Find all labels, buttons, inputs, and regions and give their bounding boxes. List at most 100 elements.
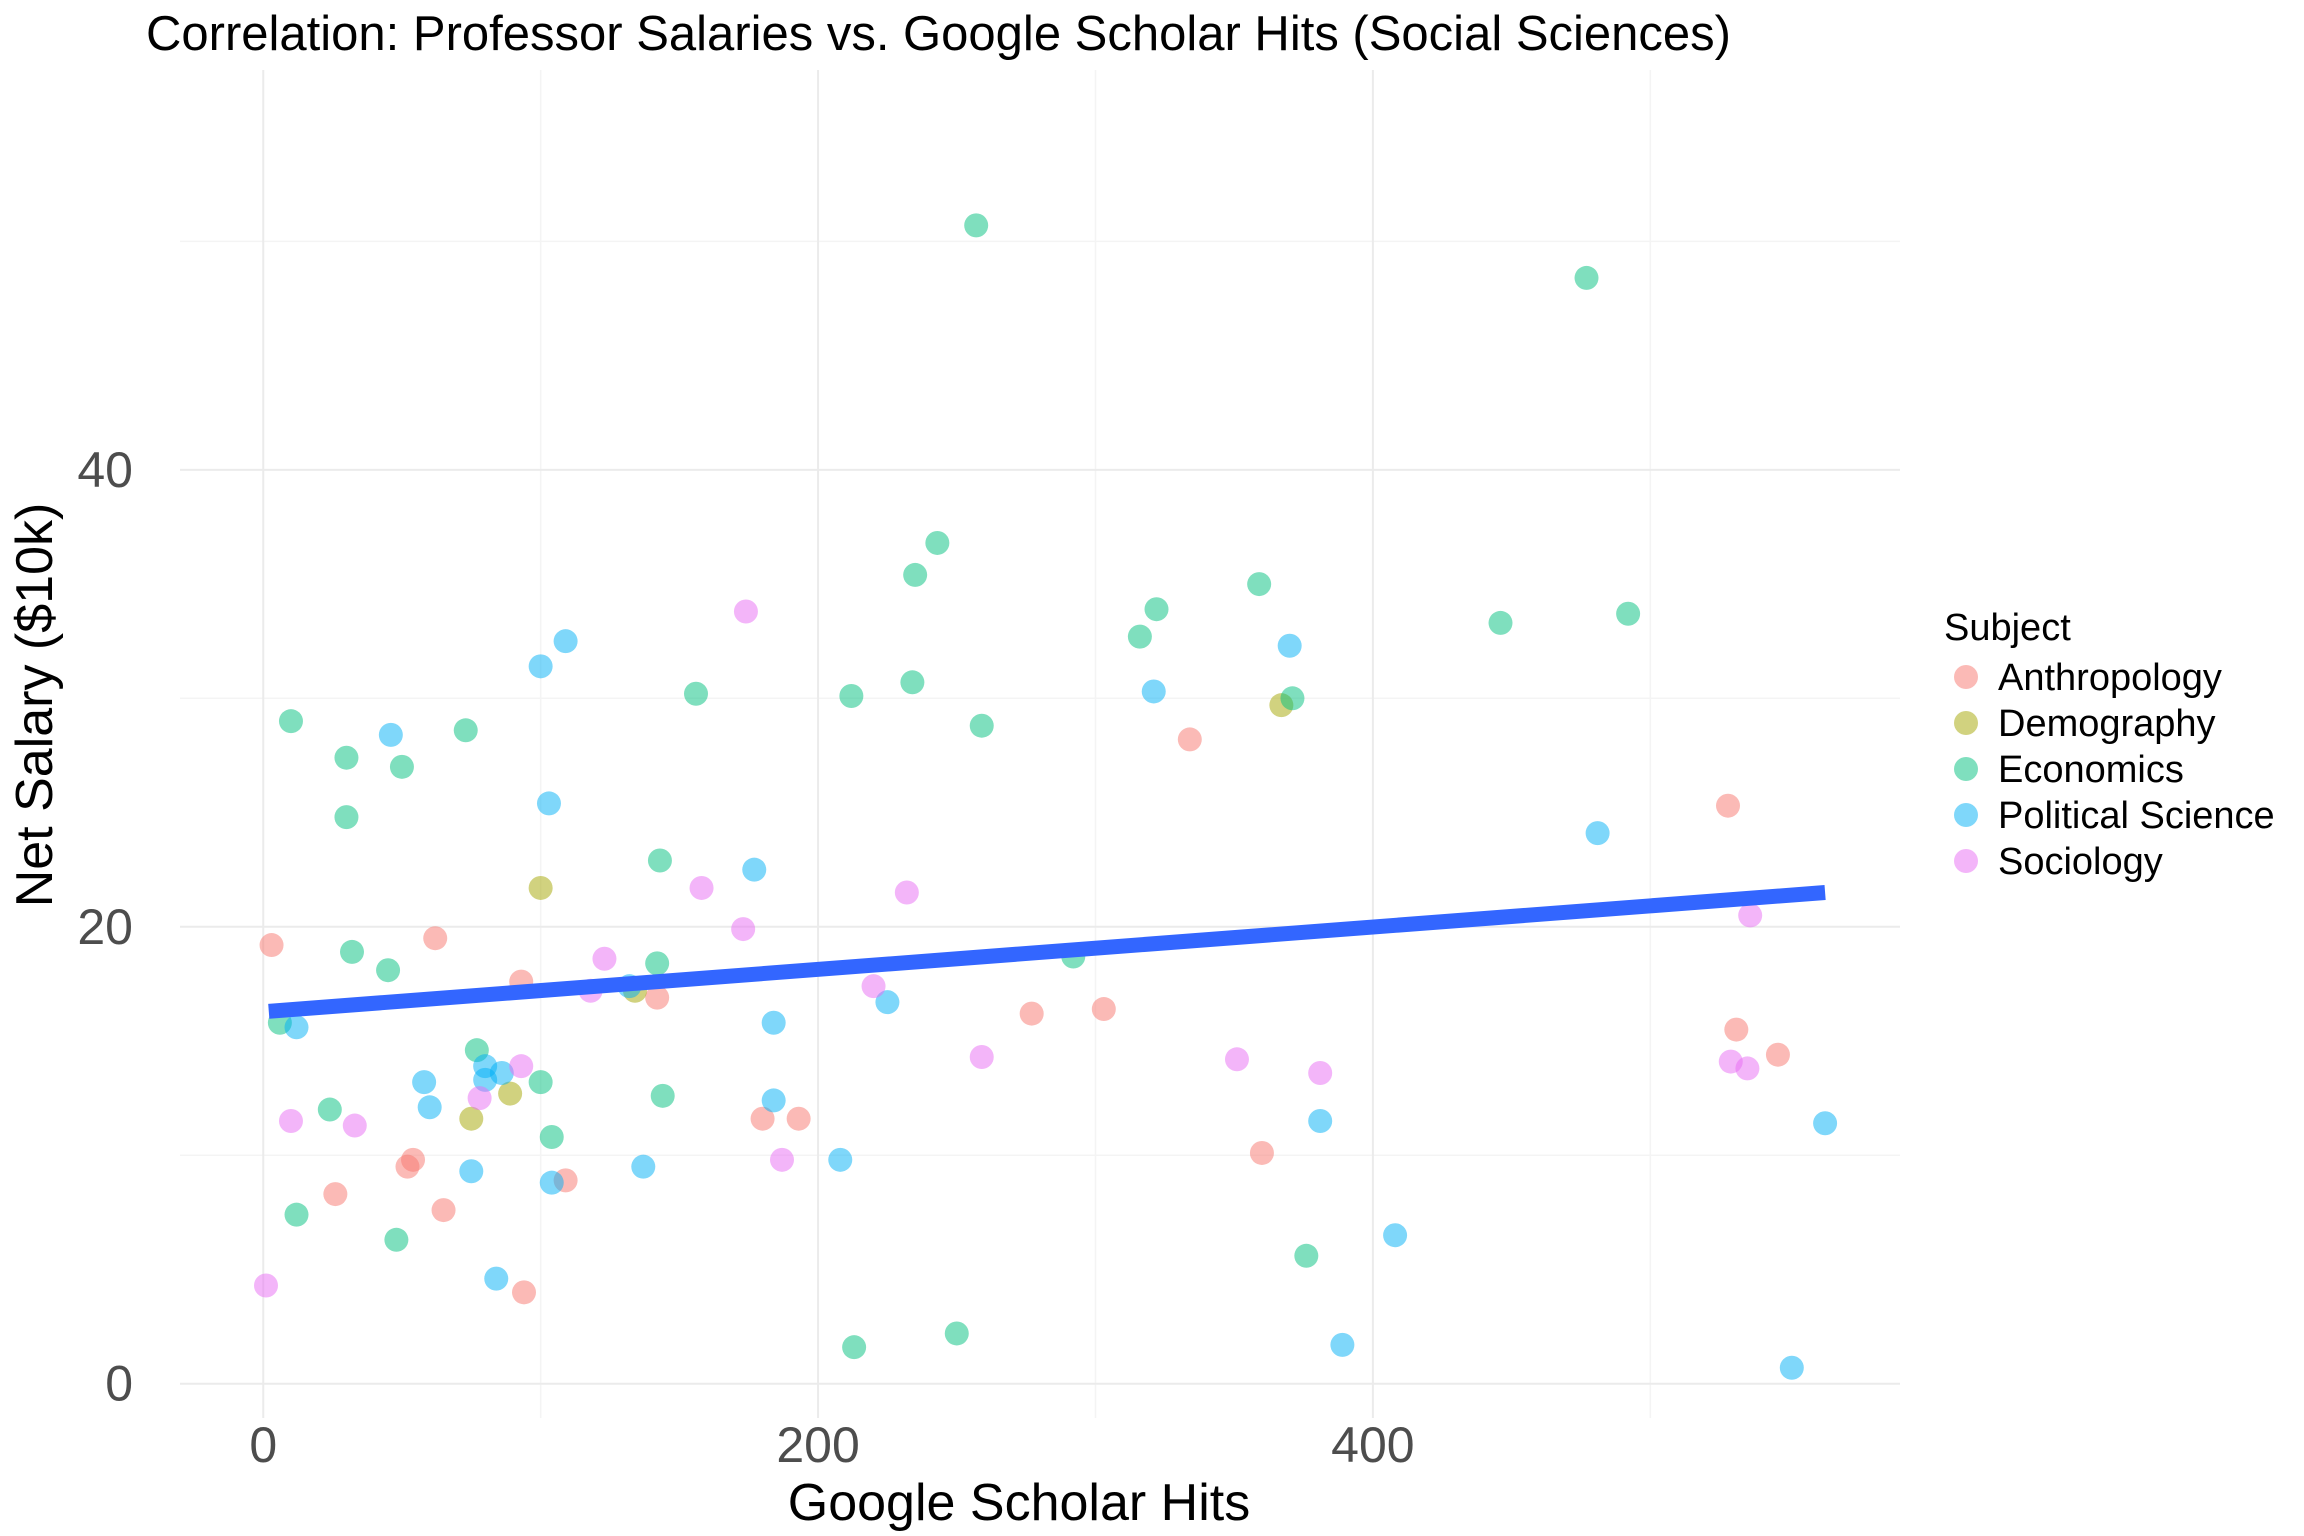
point-anthropology <box>423 926 448 951</box>
point-political-science <box>742 857 767 882</box>
point-economics <box>647 848 672 873</box>
legend-key <box>1954 849 1978 873</box>
point-political-science <box>484 1266 509 1291</box>
point-economics <box>453 718 478 743</box>
legend-key <box>1954 665 1978 689</box>
point-sociology <box>1308 1061 1333 1086</box>
minor-gridlines <box>180 70 1900 1418</box>
x-tick-label: 400 <box>1331 1417 1414 1473</box>
legend-label: Sociology <box>1998 841 2163 883</box>
legend-label: Demography <box>1998 703 2216 745</box>
point-economics <box>925 530 950 555</box>
point-economics <box>964 213 989 238</box>
point-anthropology <box>1249 1140 1274 1165</box>
point-economics <box>334 745 359 770</box>
point-sociology <box>861 974 886 999</box>
point-sociology <box>733 599 758 624</box>
point-economics <box>1574 265 1599 290</box>
point-sociology <box>731 917 756 942</box>
point-demography <box>459 1106 484 1131</box>
x-axis-title: Google Scholar Hits <box>788 1474 1250 1532</box>
point-economics <box>650 1083 675 1108</box>
point-political-science <box>539 1170 564 1195</box>
point-political-science <box>761 1088 786 1113</box>
x-tick-label: 0 <box>249 1417 277 1473</box>
point-economics <box>903 562 928 587</box>
point-economics <box>842 1335 867 1360</box>
point-sociology <box>467 1086 492 1111</box>
legend: Subject AnthropologyDemographyEconomicsP… <box>1944 607 2275 883</box>
point-political-science <box>1141 679 1166 704</box>
point-political-science <box>1585 821 1610 846</box>
legend-label: Anthropology <box>1998 657 2222 699</box>
x-tick-label: 200 <box>776 1417 859 1473</box>
trend-line <box>268 885 1826 1019</box>
point-political-science <box>528 654 553 679</box>
point-economics <box>389 754 414 779</box>
point-economics <box>969 713 994 738</box>
point-political-science <box>412 1070 437 1095</box>
point-anthropology <box>1716 793 1740 818</box>
point-political-science <box>378 722 403 747</box>
point-anthropology <box>512 1280 536 1305</box>
point-economics <box>645 951 670 976</box>
point-economics <box>334 805 359 830</box>
point-sociology <box>278 1108 303 1133</box>
point-economics <box>1294 1243 1319 1268</box>
point-sociology <box>254 1273 278 1298</box>
point-anthropology <box>1724 1017 1749 1042</box>
point-political-science <box>1779 1355 1804 1380</box>
point-political-science <box>828 1147 853 1172</box>
legend-key <box>1954 711 1978 735</box>
y-axis-ticks: 0 20 40 <box>77 442 133 1412</box>
point-anthropology <box>1177 727 1202 752</box>
point-political-science <box>1330 1332 1355 1357</box>
point-economics <box>317 1097 342 1122</box>
point-economics <box>376 958 401 983</box>
x-axis-ticks: 0 200 400 <box>249 1417 1414 1473</box>
point-economics <box>900 670 925 695</box>
legend-key <box>1954 757 1978 781</box>
legend-title: Subject <box>1944 607 2071 649</box>
legend-label: Economics <box>1998 749 2184 791</box>
point-economics <box>1127 624 1152 649</box>
y-tick-label: 40 <box>77 442 133 498</box>
point-economics <box>278 709 303 734</box>
point-sociology <box>770 1147 794 1172</box>
point-economics <box>539 1124 564 1149</box>
point-anthropology <box>395 1154 420 1179</box>
point-economics <box>1616 601 1641 626</box>
point-economics <box>839 684 864 709</box>
point-economics <box>1247 572 1272 597</box>
point-political-science <box>553 629 578 654</box>
point-political-science <box>1383 1223 1408 1248</box>
point-sociology <box>509 1054 534 1079</box>
point-political-science <box>761 1010 786 1035</box>
point-sociology <box>592 946 617 971</box>
point-political-science <box>459 1159 484 1184</box>
point-anthropology <box>1019 1001 1044 1026</box>
y-tick-label: 0 <box>105 1356 133 1412</box>
point-economics <box>1488 610 1513 635</box>
point-economics <box>1280 686 1305 711</box>
y-tick-label: 20 <box>77 899 133 955</box>
point-sociology <box>1224 1047 1249 1072</box>
point-anthropology <box>1091 997 1116 1022</box>
point-economics <box>944 1321 969 1346</box>
point-sociology <box>689 875 714 900</box>
y-axis-title: Net Salary ($10k) <box>6 503 64 908</box>
point-anthropology <box>1765 1042 1790 1067</box>
point-demography <box>498 1081 523 1106</box>
point-political-science <box>536 791 561 816</box>
legend-key <box>1954 803 1978 827</box>
point-economics <box>284 1202 309 1227</box>
point-economics <box>384 1227 409 1252</box>
point-sociology <box>1735 1056 1760 1081</box>
point-political-science <box>284 1015 309 1040</box>
point-anthropology <box>323 1182 348 1207</box>
point-economics <box>528 1070 553 1095</box>
point-economics <box>340 939 364 964</box>
point-political-science <box>875 990 900 1015</box>
point-political-science <box>1308 1108 1333 1133</box>
